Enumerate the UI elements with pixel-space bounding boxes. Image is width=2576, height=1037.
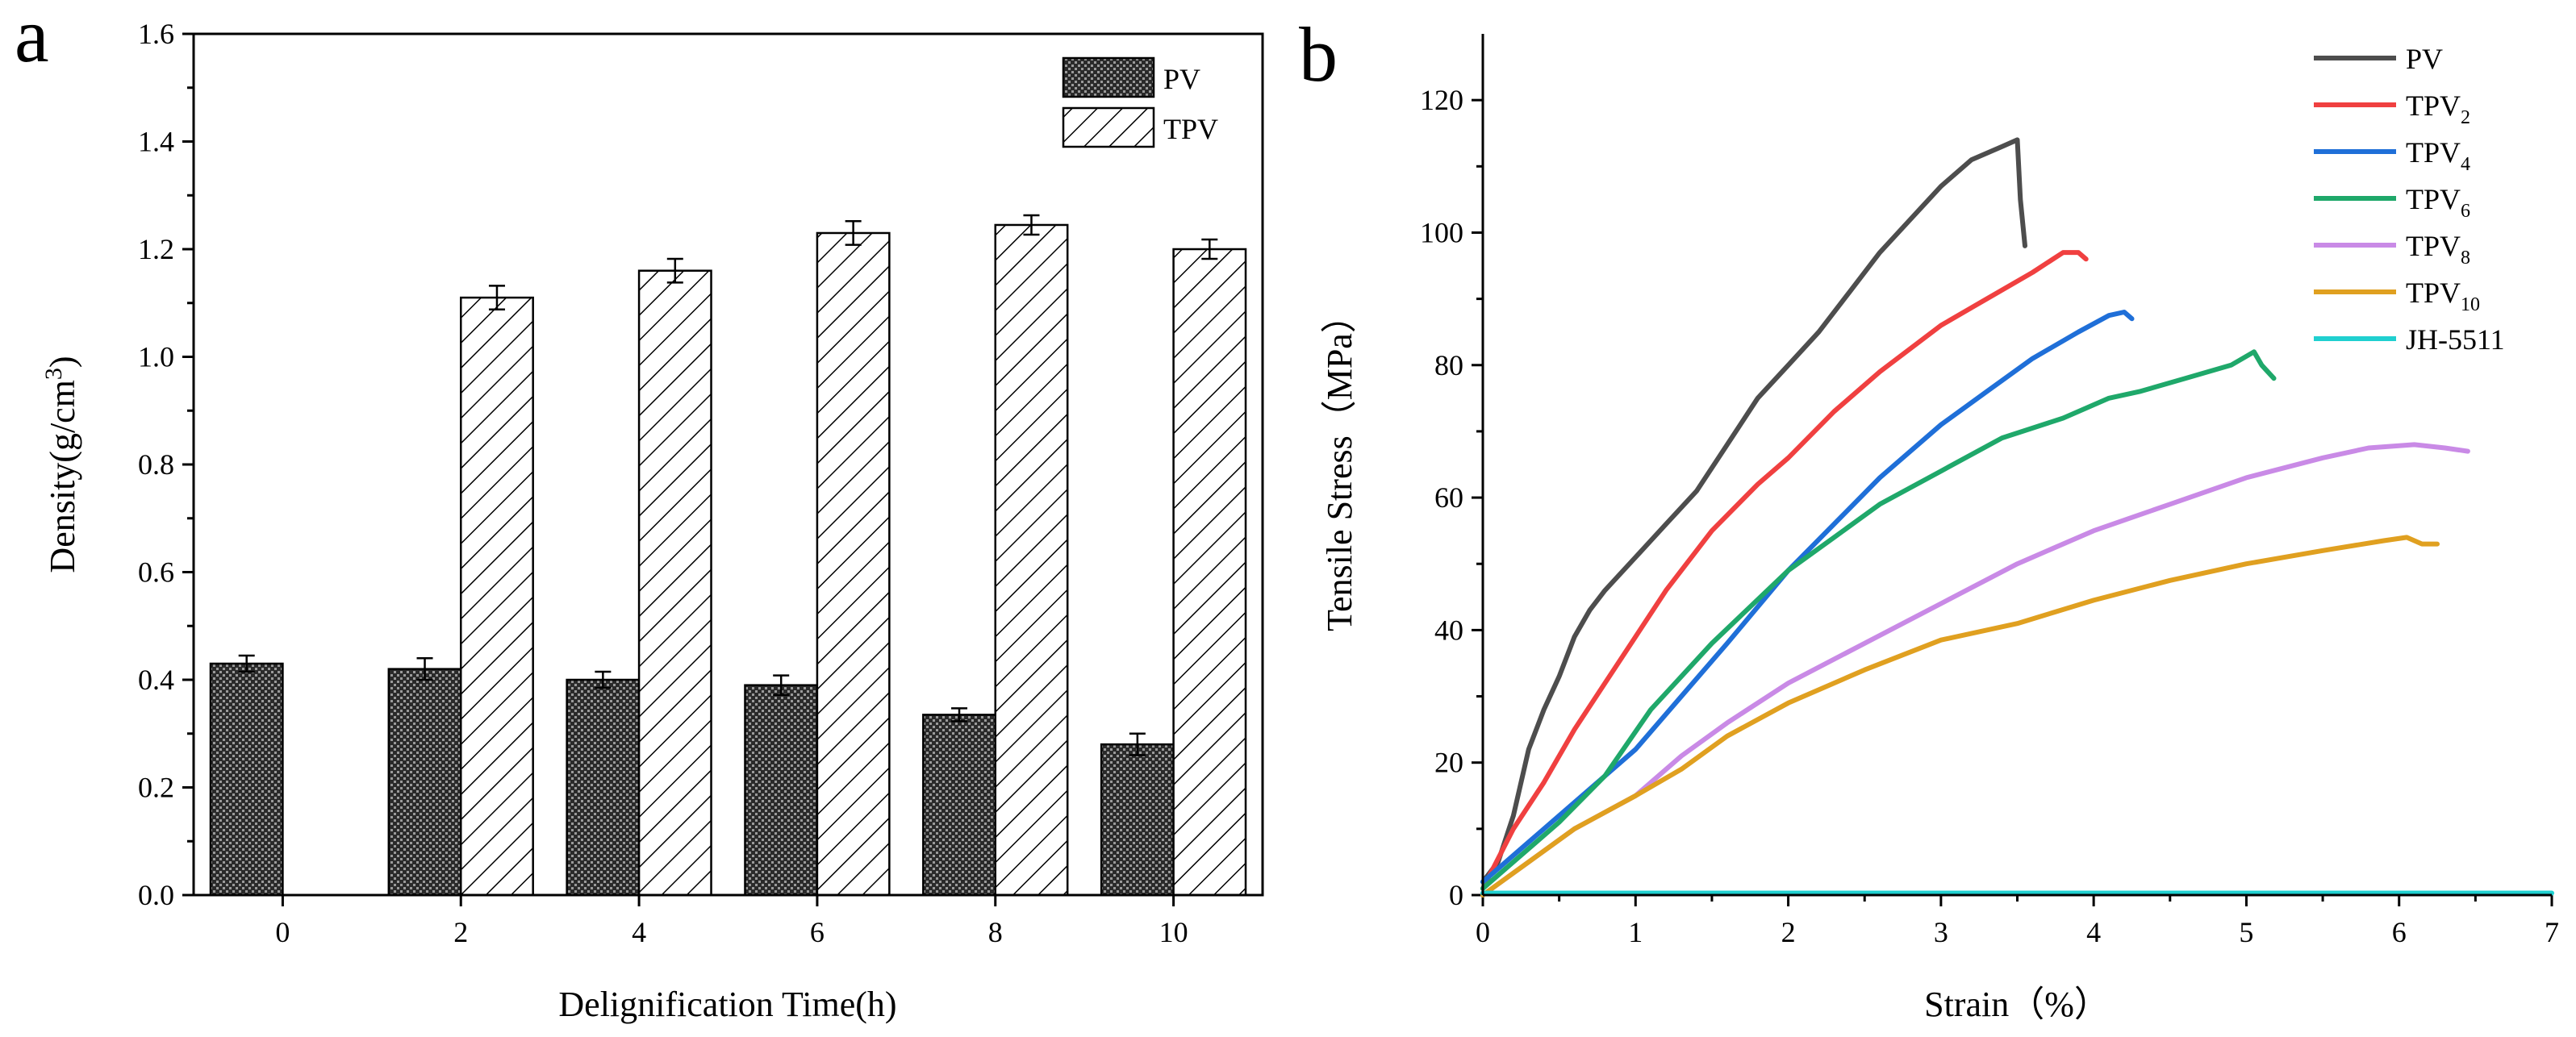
b-legend-label-sub: 8 [2461, 248, 2470, 269]
a-legend-label: PV [1163, 63, 1200, 95]
b-y-tick-label: 100 [1420, 216, 1463, 248]
a-bar [816, 231, 891, 897]
a-x-tick-label: 8 [988, 916, 1003, 948]
b-legend-label: PV [2406, 43, 2443, 75]
b-y-tick-label: 80 [1434, 349, 1463, 381]
panel-label-a: a [15, 0, 49, 78]
b-y-tick-label: 60 [1434, 481, 1463, 514]
a-y-tick-label: 0.2 [138, 772, 174, 804]
a-bar [922, 714, 996, 897]
b-x-tick-label: 2 [1781, 916, 1796, 948]
b-y-tick-label: 120 [1420, 84, 1463, 116]
b-series-line [1480, 137, 2027, 885]
b-y-tick-label: 0 [1449, 879, 1463, 911]
b-x-tick-label: 0 [1476, 916, 1490, 948]
b-legend-label-sub: 4 [2461, 154, 2470, 175]
a-y-tick-label: 0.8 [138, 448, 174, 481]
a-bar [637, 269, 712, 897]
a-bar [744, 684, 819, 897]
b-series-line [1480, 535, 2440, 897]
panel-a-plot-frame [192, 32, 1264, 897]
a-legend-swatch [1062, 56, 1155, 98]
b-x-tick-label: 7 [2545, 916, 2559, 948]
a-bar [387, 668, 462, 897]
a-bar [566, 678, 641, 897]
panel-a-density-chart: a 0.0 0.2 0.4 0.6 0.8 1.0 1.2 1.4 1.6 0 2 4 6 8 10 De… [15, 0, 1264, 1024]
panel-b-y-axis-title: Tensile Stress（MPa） [1320, 298, 1359, 631]
b-series-line [1480, 349, 2277, 891]
b-legend-label: TPV10 [2406, 277, 2480, 315]
b-x-tick-label: 5 [2239, 916, 2253, 948]
b-legend-label-sub: 10 [2461, 294, 2480, 315]
panel-b-x-axis: 0 1 2 3 4 5 6 7 [1476, 895, 2559, 948]
panel-a-y-axis-title: Density(g/cm3) [40, 356, 82, 573]
a-y-tick-label: 0.4 [138, 664, 174, 696]
panel-a-y-axis-title-sup: 3 [40, 368, 67, 380]
a-x-tick-label: 4 [632, 916, 646, 948]
b-legend-label-name: JH-5511 [2406, 323, 2505, 356]
panel-b-y-axis: 0 20 40 60 80 100 120 [1420, 84, 1483, 911]
a-y-tick-label: 1.6 [138, 18, 174, 50]
panel-a-y-axis-title-end: ) [43, 356, 82, 368]
b-legend-label-name: TPV [2406, 183, 2461, 215]
a-y-tick-label: 1.2 [138, 233, 174, 265]
a-x-tick-label: 10 [1159, 916, 1188, 948]
a-bar [460, 296, 534, 897]
a-bar [209, 662, 284, 897]
b-legend-label: TPV2 [2406, 90, 2470, 128]
b-y-tick-label: 40 [1434, 614, 1463, 646]
b-legend-label: TPV4 [2406, 136, 2470, 175]
a-y-tick-label: 1.4 [138, 126, 174, 158]
panel-a-y-axis-title-main: Density(g/cm [43, 380, 82, 573]
panel-a-x-axis: 0 2 4 6 8 10 [275, 895, 1188, 948]
b-legend-label: TPV8 [2406, 230, 2470, 269]
a-y-tick-label: 0.0 [138, 879, 174, 911]
a-bar [1100, 743, 1175, 897]
b-x-tick-label: 6 [2392, 916, 2407, 948]
b-legend-label-name: TPV [2406, 277, 2461, 309]
b-legend-label: JH-5511 [2406, 323, 2505, 356]
a-y-tick-label: 1.0 [138, 341, 174, 373]
panel-label-b: b [1299, 11, 1338, 98]
b-series-line [1480, 310, 2135, 885]
panel-b-series-lines [1480, 137, 2554, 897]
panel-a-x-axis-title: Delignification Time(h) [558, 985, 896, 1024]
b-legend-label: TPV6 [2406, 183, 2470, 222]
a-x-tick-label: 2 [453, 916, 468, 948]
b-legend-label-name: TPV [2406, 90, 2461, 122]
b-legend-label-sub: 6 [2461, 201, 2470, 222]
b-x-tick-label: 3 [1934, 916, 1948, 948]
a-bar [1172, 248, 1247, 897]
b-series-line [1480, 250, 2089, 891]
a-x-tick-label: 0 [275, 916, 290, 948]
a-y-tick-label: 0.6 [138, 556, 174, 589]
panel-a-legend: PV TPV [1062, 56, 1218, 148]
b-legend-label-sub: 2 [2461, 107, 2470, 128]
panel-b-tensile-chart: b 0 20 40 60 80 100 120 0 1 2 3 4 5 6 7 Strain（%） Ten… [1299, 11, 2559, 1024]
b-legend-label-name: PV [2406, 43, 2443, 75]
b-x-tick-label: 1 [1628, 916, 1643, 948]
a-legend-label: TPV [1163, 113, 1218, 145]
a-legend-swatch [1062, 106, 1155, 148]
b-x-tick-label: 4 [2086, 916, 2101, 948]
a-bar [994, 223, 1069, 897]
a-x-tick-label: 6 [810, 916, 825, 948]
b-legend-label-name: TPV [2406, 230, 2461, 262]
panel-a-y-axis: 0.0 0.2 0.4 0.6 0.8 1.0 1.2 1.4 1.6 [138, 18, 194, 911]
b-legend-label-name: TPV [2406, 136, 2461, 169]
b-series-line [1480, 442, 2470, 897]
b-y-tick-label: 20 [1434, 747, 1463, 779]
panel-a-bars [209, 214, 1247, 897]
panel-b-x-axis-title: Strain（%） [1924, 985, 2110, 1024]
